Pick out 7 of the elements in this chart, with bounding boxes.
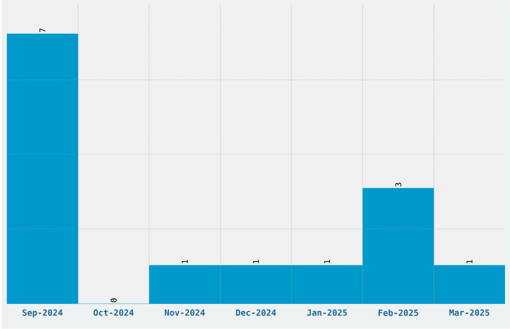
x-tick-label: Dec-2024	[236, 310, 276, 316]
x-tick-label: Sep-2024	[22, 310, 62, 318]
x-tick-label: Mar-2025	[449, 310, 490, 316]
x-tick-label: Feb-2025	[378, 309, 418, 316]
x-tick-label: Nov-2024	[164, 310, 205, 316]
x-tick-label: Oct-2024	[94, 310, 134, 316]
x-tick-label: Jan-2025	[307, 310, 347, 316]
